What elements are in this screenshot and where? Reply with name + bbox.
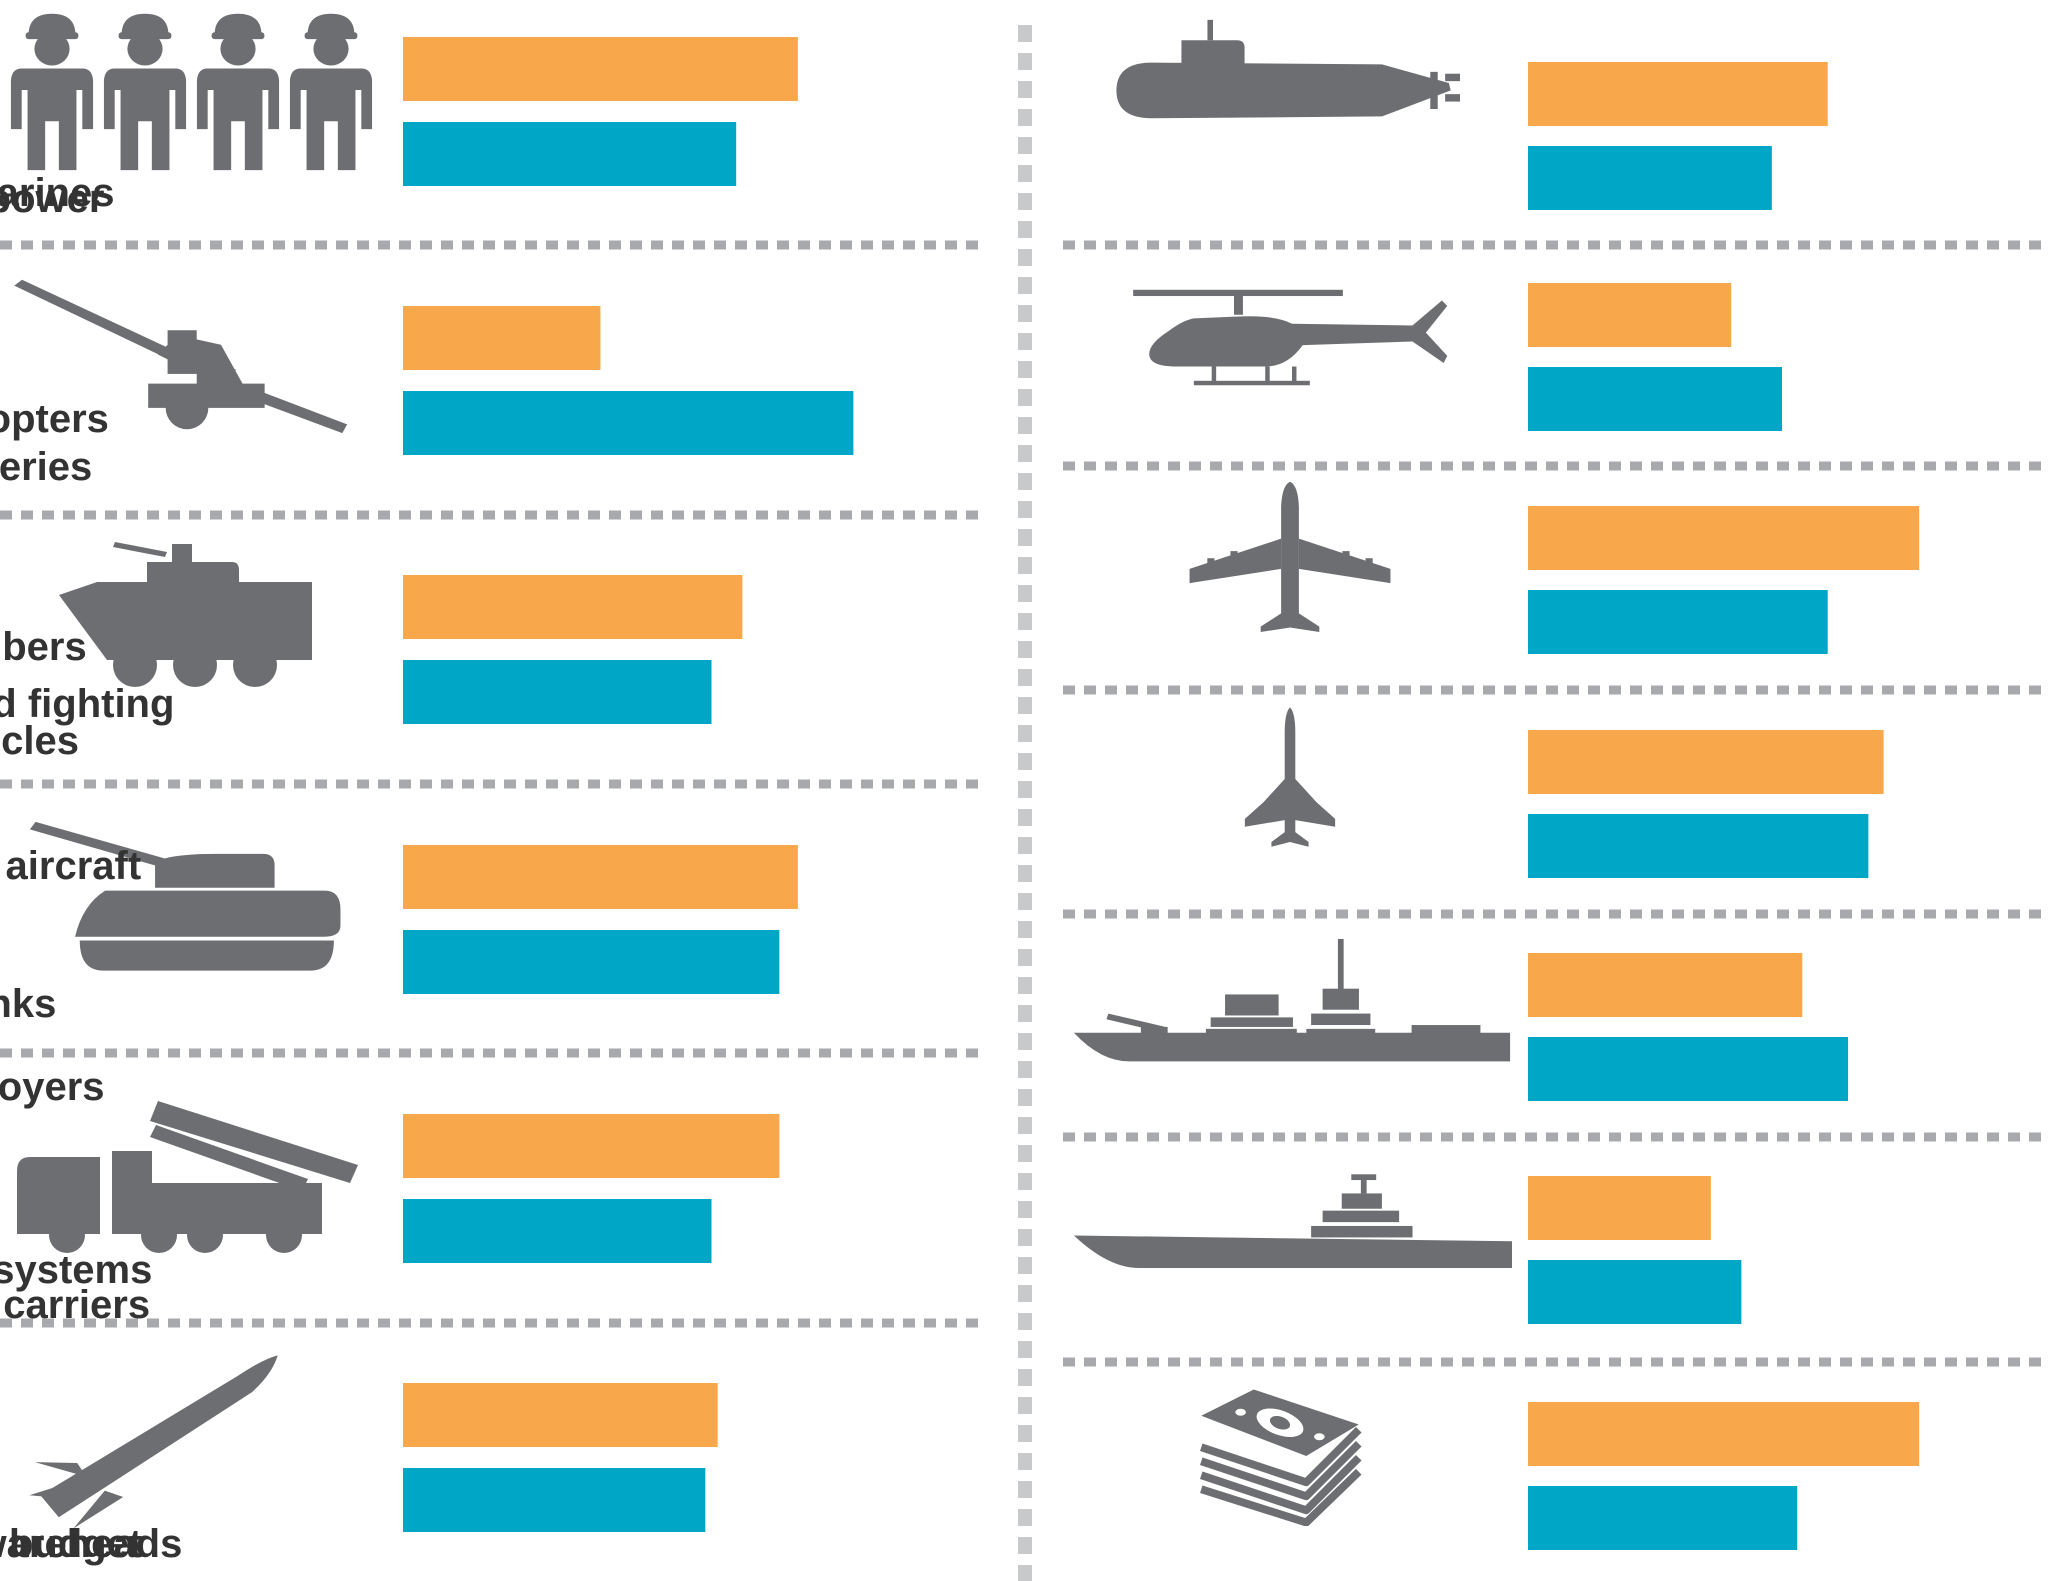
category-label: Bombers xyxy=(0,625,87,669)
bar-orange-aircraft-carriers xyxy=(1528,1176,1711,1240)
soldier-icon xyxy=(196,13,280,171)
dividers xyxy=(0,25,2048,1581)
row-helicopters: Helicopters xyxy=(0,283,1782,441)
category-label: Artilleries xyxy=(0,445,92,489)
helicopter-icon xyxy=(1133,289,1448,386)
bar-orange-armoured-fighting-vehicles xyxy=(403,575,743,639)
row-artilleries: Artilleries xyxy=(0,279,854,489)
category-label: Military budget xyxy=(0,1522,142,1566)
bar-blue-submarines xyxy=(1528,146,1772,210)
bar-orange-helicopters xyxy=(1528,283,1732,347)
category-label: Helicopters xyxy=(0,397,109,441)
armoured-vehicle-icon xyxy=(59,542,312,687)
bar-orange-bombers xyxy=(1528,506,1920,570)
row-destroyers: Destroyers xyxy=(0,938,1849,1109)
category-label: Aircraft carriers xyxy=(0,1283,150,1327)
bar-blue-nuclear-wareheads xyxy=(403,1468,706,1532)
category-label: Destroyers xyxy=(0,1065,105,1109)
bar-orange-man-power xyxy=(403,37,798,101)
bar-orange-artilleries xyxy=(403,306,601,370)
submarine-icon xyxy=(1116,19,1460,119)
category-label: Missile systems xyxy=(0,1248,152,1292)
row-bombers: Bombers xyxy=(0,481,1920,669)
row-man-power: Man power xyxy=(0,13,798,221)
rows: Man power Artilleries Armoured fightingveh… xyxy=(0,13,1920,1566)
bar-blue-armoured-fighting-vehicles xyxy=(403,660,712,724)
bar-blue-military-budget xyxy=(1528,1486,1798,1550)
bar-blue-missile-systems xyxy=(403,1199,712,1263)
row-nuclear-wareheads: Nuclear wareheads xyxy=(0,1355,718,1566)
money-stack-icon xyxy=(1201,1390,1359,1523)
category-label: Armoured fighting xyxy=(0,682,174,726)
bar-orange-destroyers xyxy=(1528,953,1803,1017)
bomber-icon xyxy=(1189,481,1391,632)
row-tanks: Tanks xyxy=(0,821,798,1026)
bar-blue-bombers xyxy=(1528,590,1828,654)
soldier-icon xyxy=(103,13,187,171)
row-armoured-fighting-vehicles: Armoured fightingvehicles xyxy=(0,542,743,763)
soldier-icon xyxy=(289,13,373,171)
bar-orange-submarines xyxy=(1528,62,1828,126)
bar-orange-fighter-aircraft xyxy=(1528,730,1884,794)
bar-blue-helicopters xyxy=(1528,367,1782,431)
category-label: Nuclear wareheads xyxy=(0,1522,182,1566)
bar-blue-fighter-aircraft xyxy=(1528,814,1869,878)
row-fighter-aircraft: Fighter aircraft xyxy=(0,707,1884,888)
fighter-jet-icon xyxy=(1244,707,1336,847)
bar-orange-military-budget xyxy=(1528,1402,1920,1466)
category-label: Man power xyxy=(0,177,104,221)
bar-blue-artilleries xyxy=(403,391,854,455)
bar-blue-man-power xyxy=(403,122,737,186)
aircraft-carrier-icon xyxy=(1073,1174,1512,1269)
row-missile-systems: Missile systems xyxy=(0,1101,780,1292)
category-label: vehicles xyxy=(0,719,79,763)
bar-blue-tanks xyxy=(403,930,780,994)
destroyer-ship-icon xyxy=(1073,938,1511,1062)
nuclear-missile-icon xyxy=(29,1355,278,1529)
bar-blue-aircraft-carriers xyxy=(1528,1260,1742,1324)
row-military-budget: Military budget xyxy=(0,1390,1920,1566)
category-label: Tanks xyxy=(0,982,56,1026)
soldiers-icon xyxy=(10,13,373,171)
soldier-icon xyxy=(10,13,94,171)
row-aircraft-carriers: Aircraft carriers xyxy=(0,1174,1742,1327)
category-label: Submarines xyxy=(0,171,114,215)
bar-orange-tanks xyxy=(403,845,798,909)
row-submarines: Submarines xyxy=(0,19,1828,215)
bar-orange-nuclear-wareheads xyxy=(403,1383,718,1447)
bar-blue-destroyers xyxy=(1528,1037,1849,1101)
category-label: Fighter aircraft xyxy=(0,844,141,888)
bar-orange-missile-systems xyxy=(403,1114,780,1178)
missile-launcher-icon xyxy=(17,1101,358,1253)
